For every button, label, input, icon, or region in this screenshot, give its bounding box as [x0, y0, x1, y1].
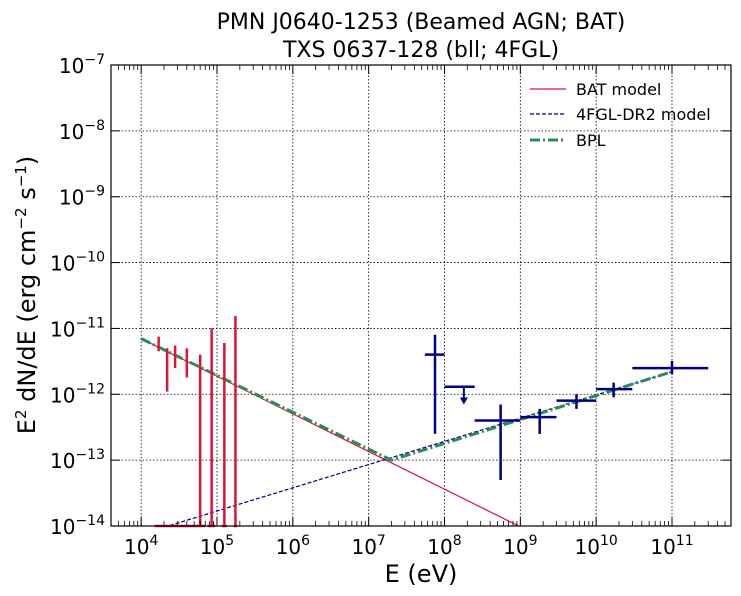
x-tick-label-exponent: 6 [301, 533, 310, 549]
fermi-data-point [520, 408, 557, 434]
x-tick-label: 107 [351, 533, 385, 559]
y-tick-label-base: 10 [59, 186, 84, 210]
bat-data-point [207, 328, 216, 528]
bat-data-point [170, 345, 183, 528]
x-tick-label-base: 10 [503, 535, 528, 559]
x-tick-label-base: 10 [575, 535, 600, 559]
y-tick-label-base: 10 [50, 383, 75, 407]
fermi-data-point [596, 382, 633, 398]
y-tick-label: 10−8 [59, 118, 105, 144]
y-tick-label-exponent: −14 [75, 513, 105, 529]
y-tick-label: 10−14 [50, 513, 105, 539]
down-arrow-icon [459, 397, 468, 405]
y-tick-label-exponent: −13 [75, 447, 105, 463]
bat-data-point [194, 354, 206, 528]
legend: BAT model 4FGL-DR2 model BPL [530, 80, 711, 150]
legend-label-4fgl-model: 4FGL-DR2 model [576, 105, 711, 124]
x-tick-label: 1010 [575, 533, 618, 559]
x-tick-label-exponent: 4 [149, 533, 158, 549]
y-tick-label-base: 10 [50, 515, 75, 539]
x-tick-label-base: 10 [650, 535, 675, 559]
y-tick-label-base: 10 [59, 54, 84, 78]
bat-data-point [164, 348, 171, 528]
y-tick-label: 10−9 [59, 184, 105, 210]
x-tick-label-exponent: 11 [676, 533, 694, 549]
y-tick-label-exponent: −9 [84, 184, 105, 200]
bat-data-point [182, 348, 195, 528]
y-tick-label-base: 10 [50, 252, 75, 276]
legend-label-bpl: BPL [576, 131, 606, 150]
y-tick-label: 10−13 [50, 447, 105, 473]
points-layer [154, 315, 709, 528]
x-tick-label-exponent: 5 [225, 533, 234, 549]
x-tick-label: 1011 [650, 533, 693, 559]
fermi-data-point [556, 394, 597, 409]
x-tick-label-exponent: 8 [453, 533, 462, 549]
x-tick-label: 104 [124, 533, 158, 559]
x-tick-label-base: 10 [351, 535, 376, 559]
x-tick-label-exponent: 9 [529, 533, 538, 549]
fermi-data-point [632, 361, 709, 375]
chart-title-line2: TXS 0637-128 (bll; 4FGL) [282, 38, 559, 63]
x-tick-label: 109 [503, 533, 537, 559]
y-tick-label-exponent: −8 [84, 118, 105, 134]
legend-label-bat-model: BAT model [576, 80, 661, 99]
y-axis-label-part1: E [13, 419, 41, 434]
y-tick-label: 10−10 [50, 250, 105, 276]
fermi-upper-limit [444, 385, 475, 405]
plot-frame [110, 64, 732, 527]
y-tick-label: 10−11 [50, 315, 105, 341]
bat-data-point [221, 343, 227, 528]
y-tick-label-base: 10 [50, 317, 75, 341]
x-tick-label-base: 10 [427, 535, 452, 559]
x-tick-label-base: 10 [276, 535, 301, 559]
y-axis-label-sup2: −2 [12, 207, 30, 229]
chart-title-line1: PMN J0640-1253 (Beamed AGN; BAT) [217, 10, 626, 35]
x-axis-label: E (eV) [385, 560, 458, 588]
bat-data-point [233, 315, 238, 528]
x-tick-label-base: 10 [200, 535, 225, 559]
fermi-data-point [424, 334, 445, 434]
bat-data-point [154, 336, 165, 528]
series-line-4fgl-dr2-model [166, 371, 673, 526]
x-tick-label: 106 [276, 533, 310, 559]
grid-layer [111, 65, 731, 526]
fermi-data-point [474, 404, 521, 480]
ticks-layer: 104 105 106 107 108 109 1010 101110−1410−1310−1… [50, 52, 732, 559]
series-line-bpl [140, 337, 673, 462]
y-tick-label-exponent: −11 [75, 315, 105, 331]
y-axis-label-part4: ) [13, 156, 41, 165]
y-tick-label-exponent: −12 [75, 381, 105, 397]
y-axis-label-sup1: 2 [12, 410, 30, 420]
y-axis-label-sup3: −1 [12, 165, 30, 187]
x-tick-label-exponent: 7 [377, 533, 386, 549]
y-tick-label-exponent: −7 [84, 52, 105, 68]
x-tick-label: 105 [200, 533, 234, 559]
y-axis-label-part2: dN/dE (erg cm [13, 230, 41, 410]
x-tick-label-exponent: 10 [600, 533, 618, 549]
y-tick-label-exponent: −10 [75, 250, 105, 266]
y-tick-label: 10−7 [59, 52, 105, 78]
x-tick-label-base: 10 [124, 535, 149, 559]
y-tick-label-base: 10 [50, 449, 75, 473]
x-tick-label: 108 [427, 533, 461, 559]
y-axis-label: E2 dN/dE (erg cm−2 s−1) [12, 156, 41, 434]
y-tick-label: 10−12 [50, 381, 105, 407]
y-tick-label-base: 10 [59, 120, 84, 144]
y-axis-label-part3: s [13, 187, 41, 207]
